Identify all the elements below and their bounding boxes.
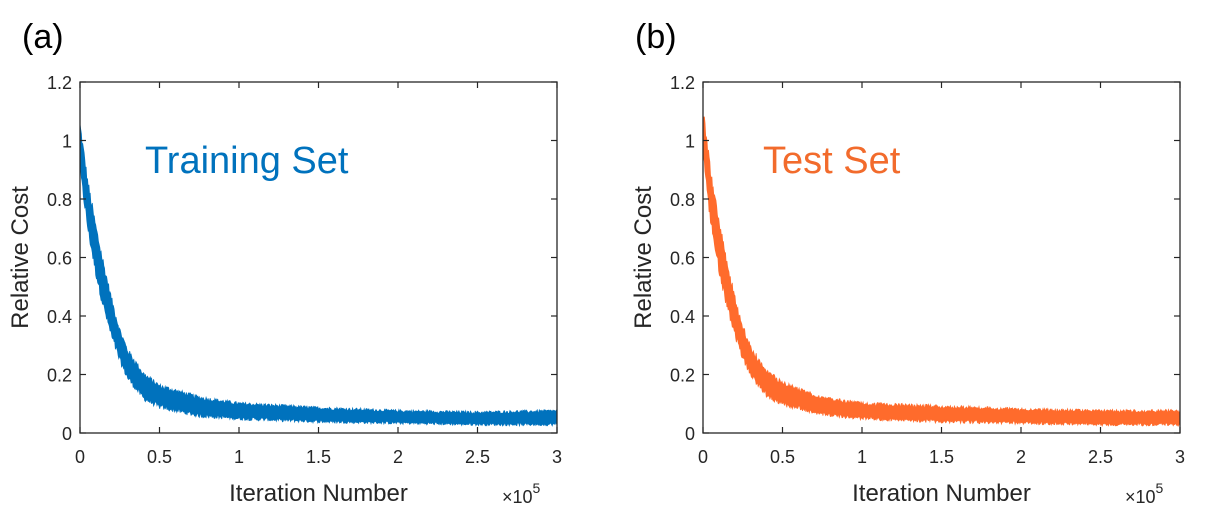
x-tick-label: 2 — [1016, 447, 1026, 467]
x-tick-label: 2.5 — [465, 447, 490, 467]
y-tick-label: 1.2 — [670, 73, 695, 93]
y-tick-label: 0.4 — [47, 307, 72, 327]
y-axis-label: Relative Cost — [630, 186, 657, 329]
y-tick-label: 0.2 — [670, 366, 695, 386]
plot-title: Training Set — [145, 140, 349, 182]
x-tick-label: 0 — [698, 447, 708, 467]
plot-title: Test Set — [763, 140, 901, 182]
panel-label-a: (a) — [22, 18, 64, 56]
x-multiplier-base: ×10 — [502, 487, 533, 507]
x-tick-label: 0.5 — [770, 447, 795, 467]
chart-training-set: 0 0.5 1 1.5 2 2.5 3 0 0.2 0.4 0.6 0.8 1 1.2 Iteration … — [7, 73, 562, 507]
x-multiplier-exponent: 5 — [533, 480, 541, 496]
x-tick-label: 1 — [234, 447, 244, 467]
y-tick-label: 1.2 — [47, 73, 72, 93]
x-tick-label: 3 — [1175, 447, 1185, 467]
x-tick-label: 1 — [857, 447, 867, 467]
x-tick-label: 2.5 — [1088, 447, 1113, 467]
y-tick-label: 0.6 — [47, 249, 72, 269]
y-tick-label: 0 — [685, 424, 695, 444]
panel-label-b: (b) — [635, 18, 677, 56]
x-tick-label: 3 — [552, 447, 562, 467]
x-tick-label: 2 — [393, 447, 403, 467]
chart-test-set: 0 0.5 1 1.5 2 2.5 3 0 0.2 0.4 0.6 0.8 1 1.2 Iteration … — [630, 73, 1185, 507]
y-tick-label: 1 — [62, 132, 72, 152]
x-multiplier-base: ×10 — [1125, 487, 1156, 507]
x-multiplier-label: ×105 — [1125, 480, 1164, 507]
x-multiplier-exponent: 5 — [1156, 480, 1164, 496]
y-tick-label: 0.2 — [47, 366, 72, 386]
x-axis-label: Iteration Number — [229, 480, 408, 507]
x-multiplier-label: ×105 — [502, 480, 541, 507]
x-tick-label: 0 — [75, 447, 85, 467]
x-tick-label: 0.5 — [147, 447, 172, 467]
x-tick-label: 1.5 — [929, 447, 954, 467]
y-tick-label: 0.8 — [670, 190, 695, 210]
y-tick-label: 1 — [685, 132, 695, 152]
x-tick-label: 1.5 — [306, 447, 331, 467]
y-tick-label: 0 — [62, 424, 72, 444]
y-tick-label: 0.8 — [47, 190, 72, 210]
x-axis-label: Iteration Number — [852, 480, 1031, 507]
y-tick-label: 0.6 — [670, 249, 695, 269]
y-axis-label: Relative Cost — [7, 186, 34, 329]
y-tick-label: 0.4 — [670, 307, 695, 327]
